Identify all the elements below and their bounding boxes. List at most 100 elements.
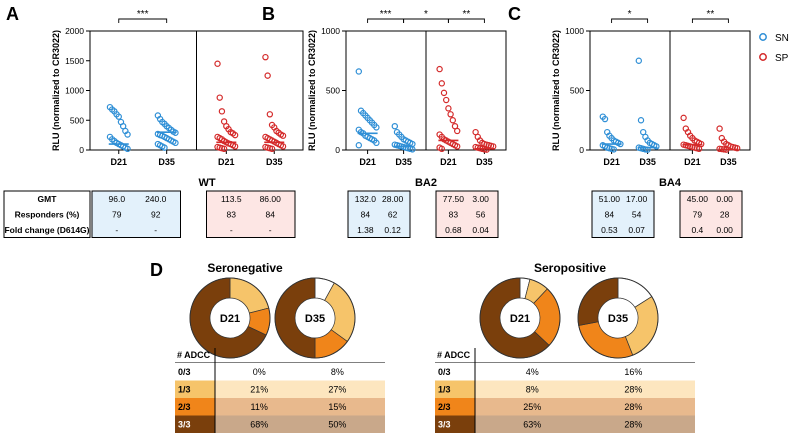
- plot-c: 0 500 1000 RLU (normalized to CR3022) D21 D35…: [551, 9, 751, 238]
- donut-outline: [274, 277, 356, 359]
- data-point: [440, 89, 448, 97]
- legend-sp-marker: [759, 53, 767, 61]
- y-tick-label: 500: [70, 115, 84, 125]
- data-point: [635, 57, 643, 64]
- donut-outline: [479, 277, 561, 359]
- data-point: [172, 139, 179, 147]
- significance-bracket: [691, 18, 729, 23]
- data-point: [216, 94, 223, 101]
- adcc-row-swatch: [435, 363, 475, 381]
- adcc-group-title: Seropositive: [534, 261, 606, 275]
- data-point: [454, 143, 461, 150]
- y-tick-label: 2000: [65, 26, 84, 36]
- stats-cell-responders: 54: [632, 210, 642, 220]
- donut-day-label: D35: [608, 313, 628, 325]
- stats-cell-responders: 84: [605, 210, 615, 220]
- stats-cell-fold: -: [115, 225, 118, 235]
- adcc-row-band: [215, 363, 385, 381]
- y-axis-label: RLU (normalized to CR3022): [307, 30, 317, 151]
- adcc-row-swatch: [435, 380, 475, 398]
- x-tick-label: D21: [218, 157, 235, 167]
- adcc-row-label: 2/3: [178, 402, 191, 412]
- data-point: [445, 105, 452, 112]
- adcc-row-label: 2/3: [438, 402, 451, 412]
- y-tick-label: 1000: [65, 86, 84, 96]
- adcc-row-swatch: [175, 380, 215, 398]
- donut-day-label: D21: [220, 313, 240, 325]
- donut-slice: [578, 321, 634, 359]
- data-point: [438, 80, 445, 87]
- stats-cell-responders: 79: [693, 210, 703, 220]
- panel-label-b: B: [262, 4, 275, 24]
- legend-sn-label: SN: [775, 33, 789, 44]
- stats-cell-gmt: 77.50: [443, 194, 465, 204]
- data-point: [268, 145, 276, 153]
- stats-cell-fold: 0.00: [716, 225, 733, 235]
- data-point: [601, 115, 609, 123]
- adcc-row-band: [215, 380, 385, 398]
- data-point: [449, 117, 456, 124]
- x-tick-label: D35: [639, 157, 656, 167]
- data-point: [637, 117, 645, 124]
- y-axis-label: RLU (normalized to CR3022): [51, 30, 61, 151]
- adcc-group-title: Seronegative: [207, 261, 283, 275]
- data-point: [262, 53, 269, 61]
- adcc-row-swatch: [435, 398, 475, 416]
- adcc-row-value: 21%: [250, 385, 268, 395]
- stats-cell-responders: 83: [227, 210, 237, 220]
- data-point: [610, 146, 618, 153]
- significance-bracket: [118, 18, 168, 23]
- stats-cell-fold: 0.04: [472, 225, 489, 235]
- adcc-row-label: 0/3: [438, 367, 451, 377]
- x-tick-label: D21: [359, 157, 376, 167]
- x-tick-label: D21: [603, 157, 620, 167]
- plot-b: 0 500 1000 RLU (normalized to CR3022) D21 D35…: [307, 9, 507, 238]
- adcc-row-band: [215, 415, 385, 433]
- stats-row-label: Responders (%): [15, 210, 80, 220]
- y-tick-label: 500: [326, 86, 340, 96]
- stats-cell-fold: -: [154, 225, 157, 235]
- adcc-row-value: 15%: [328, 402, 346, 412]
- stats-cell-responders: 79: [112, 210, 122, 220]
- y-tick-label: 1000: [565, 26, 584, 36]
- y-tick-label: 0: [579, 145, 584, 155]
- sn-stats-box: [347, 190, 411, 238]
- adcc-row-label: 3/3: [178, 420, 191, 430]
- adcc-row-value: 8%: [331, 367, 344, 377]
- data-point: [483, 146, 490, 153]
- adcc-row-value: 28%: [624, 402, 642, 412]
- data-point: [214, 60, 221, 67]
- y-axis-label: RLU (normalized to CR3022): [551, 30, 561, 151]
- stats-cell-gmt: 17.00: [626, 194, 648, 204]
- stats-cell-gmt: 96.0: [109, 194, 126, 204]
- stats-cell-gmt: 86.00: [260, 194, 282, 204]
- stats-cell-fold: 0.53: [601, 225, 618, 235]
- significance-bracket: [611, 18, 649, 23]
- y-tick-label: 0: [79, 145, 84, 155]
- sn-stats-box: [91, 190, 181, 238]
- stats-cell-fold: -: [230, 225, 233, 235]
- stats-cell-gmt: 132.0: [355, 194, 377, 204]
- stats-cell-gmt: 45.00: [687, 194, 709, 204]
- adcc-row-swatch: [175, 415, 215, 433]
- y-tick-label: 1000: [321, 26, 340, 36]
- data-point: [734, 145, 741, 152]
- significance-label: **: [707, 9, 715, 20]
- y-tick-label: 0: [335, 145, 340, 155]
- adcc-row-value: 63%: [523, 420, 541, 430]
- adcc-header: # ADCC: [437, 350, 471, 360]
- data-point: [436, 65, 443, 73]
- data-point: [391, 122, 398, 130]
- data-point: [218, 108, 226, 115]
- data-point: [716, 125, 723, 132]
- data-point: [373, 124, 380, 131]
- adcc-row-swatch: [175, 363, 215, 381]
- row-label-box: [3, 190, 91, 238]
- data-point: [220, 145, 228, 153]
- donut-day-label: D21: [510, 313, 530, 325]
- data-point: [231, 131, 239, 139]
- stats-cell-responders: 84: [361, 210, 371, 220]
- panel-label-c: C: [508, 4, 521, 24]
- stats-cell-fold: 0.07: [628, 225, 645, 235]
